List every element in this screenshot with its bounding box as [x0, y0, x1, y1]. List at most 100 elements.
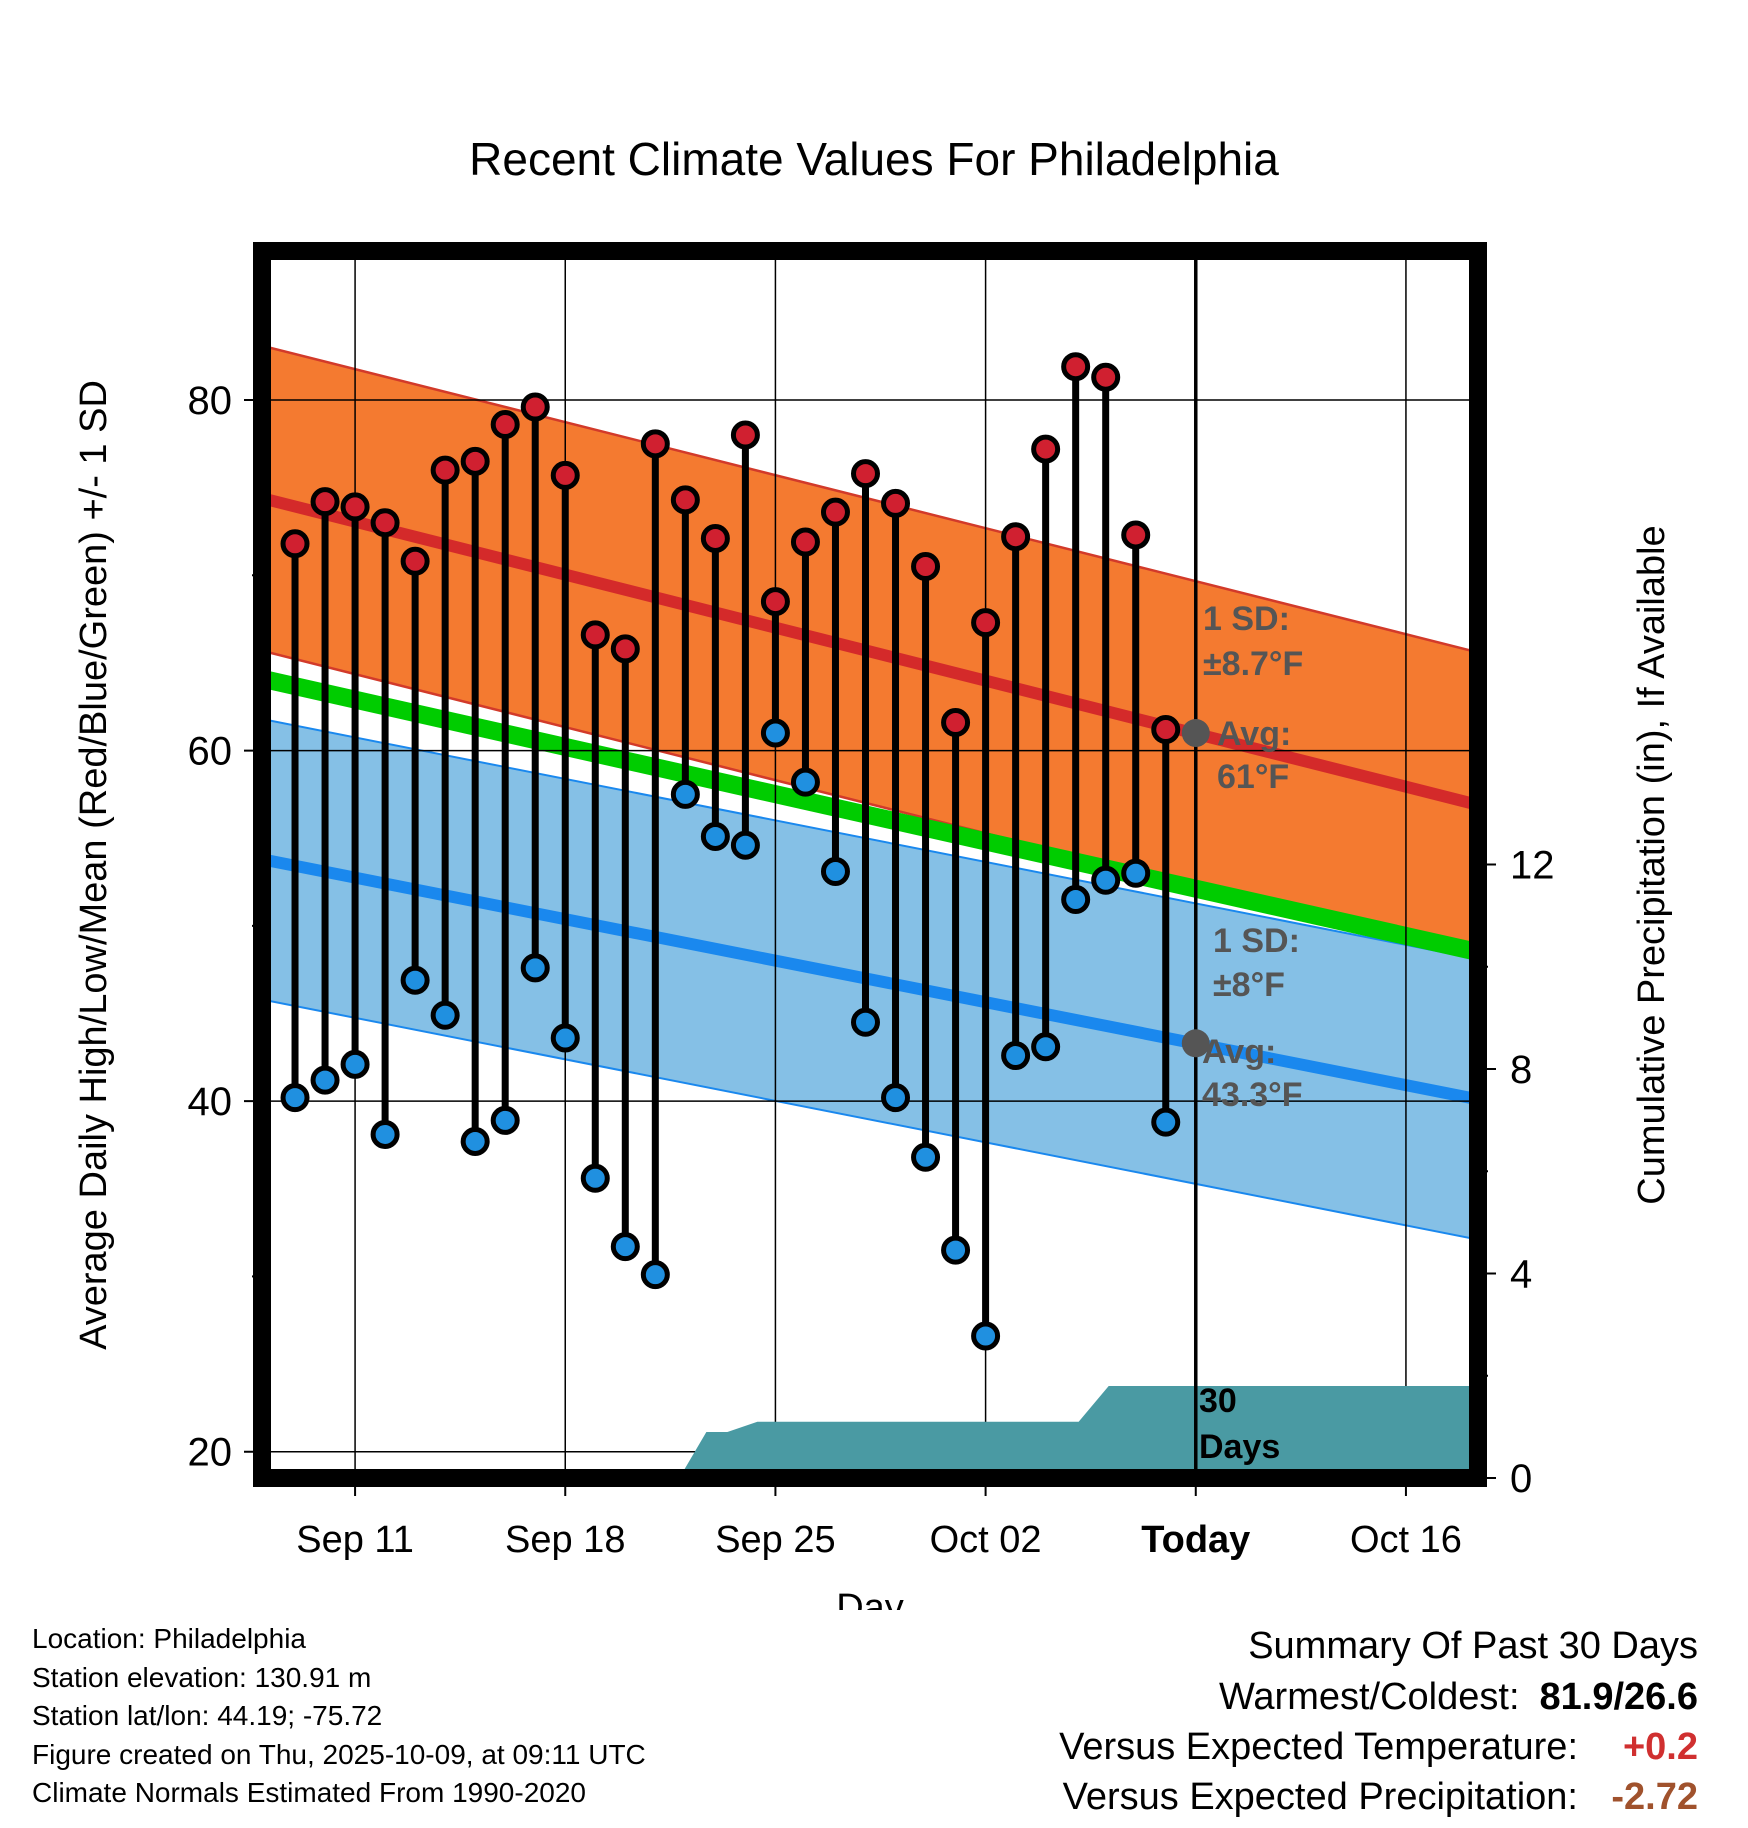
daily-high-point	[430, 455, 460, 485]
daily-high-point	[280, 529, 310, 559]
daily-high-point	[911, 552, 941, 582]
daily-low-point	[280, 1083, 310, 1113]
high-sd-label: 1 SD:	[1203, 600, 1290, 638]
today-high-avg-point	[1181, 719, 1210, 748]
warmest-coldest-row: Warmest/Coldest: 81.9/26.6	[1059, 1672, 1698, 1722]
precip-vs-expected-row: Versus Expected Precipitation: -2.72	[1059, 1772, 1698, 1822]
daily-high-point	[730, 420, 760, 450]
y-tick-label: 40	[188, 1080, 233, 1124]
daily-high-point	[550, 460, 580, 490]
low-avg-label: Avg:	[1202, 1033, 1276, 1071]
daily-low-point	[670, 779, 700, 809]
daily-low-point	[340, 1049, 370, 1079]
y2-tick-label: 0	[1510, 1457, 1532, 1501]
location-text: Location: Philadelphia	[32, 1623, 306, 1654]
daily-low-point	[730, 830, 760, 860]
y-axis-title: Average Daily High/Low/Mean (Red/Blue/Gr…	[73, 380, 115, 1350]
daily-high-point	[820, 497, 850, 527]
plot-area: 1 SD: ±8.7°F Avg: 61°F 1 SD: ±8°F Avg: 43.3°F 30…	[73, 242, 1673, 1610]
daily-low-point	[580, 1163, 610, 1193]
x-tick-label: Oct 02	[930, 1519, 1042, 1561]
daily-high-point	[790, 527, 820, 557]
daily-low-point	[700, 821, 730, 851]
low-avg-value: 43.3°F	[1202, 1076, 1303, 1114]
high-avg-label: Avg:	[1217, 715, 1291, 753]
daily-high-point	[670, 485, 700, 515]
daily-low-point	[820, 857, 850, 887]
daily-high-point	[340, 492, 370, 522]
created-text: Figure created on Thu, 2025-10-09, at 09…	[32, 1738, 646, 1770]
climate-chart: Recent Climate Values For Philadelphia 1…	[73, 133, 1673, 1610]
daily-low-point	[1001, 1041, 1031, 1071]
x-tick-label: Sep 18	[505, 1519, 625, 1561]
daily-low-point	[1121, 858, 1151, 888]
temp-vs-expected-value: +0.2	[1622, 1726, 1698, 1768]
daily-high-point	[580, 620, 610, 650]
daily-low-point	[881, 1083, 911, 1113]
daily-low-point	[370, 1119, 400, 1149]
low-sd-label: 1 SD:	[1213, 922, 1300, 960]
daily-high-point	[310, 487, 340, 517]
daily-low-point	[1091, 865, 1121, 895]
daily-low-point	[790, 767, 820, 797]
chart-title: Recent Climate Values For Philadelphia	[469, 133, 1279, 185]
daily-high-point	[971, 608, 1001, 638]
daily-low-point	[610, 1232, 640, 1262]
latlon-text: Station lat/lon: 44.19; -75.72	[32, 1700, 383, 1731]
daily-high-point	[700, 523, 730, 553]
x-tick-label: Sep 25	[715, 1519, 835, 1561]
y2-axis-title: Cumulative Precipitation (in), If Availa…	[1631, 525, 1673, 1204]
summary-panel: Summary Of Past 30 Days Warmest/Coldest:…	[1059, 1620, 1698, 1822]
mean-normal-line	[262, 669, 1478, 961]
station-info: Location: Philadelphia Station elevation…	[32, 1620, 646, 1813]
daily-low-point	[1151, 1107, 1181, 1137]
daily-low-point	[971, 1321, 1001, 1351]
daily-low-point	[640, 1260, 670, 1290]
daily-low-point	[400, 965, 430, 995]
daily-high-point	[850, 459, 880, 489]
y2-tick-label: 12	[1510, 844, 1555, 888]
precip-vs-expected-value: -2.72	[1611, 1776, 1698, 1818]
temp-vs-expected-row: Versus Expected Temperature: +0.2	[1059, 1722, 1698, 1772]
daily-low-point	[520, 953, 550, 983]
daily-high-point	[610, 634, 640, 664]
y2-tick-label: 8	[1510, 1048, 1532, 1092]
low-sd-value: ±8°F	[1213, 966, 1285, 1004]
high-normal-line	[262, 492, 1478, 811]
daily-high-point	[520, 392, 550, 422]
daily-low-point	[850, 1007, 880, 1037]
warmest-value: 81.9/26.6	[1539, 1676, 1698, 1718]
days-label-2: Days	[1199, 1428, 1280, 1466]
x-tick-label: Oct 16	[1350, 1519, 1462, 1561]
daily-low-point	[460, 1126, 490, 1156]
high-sd-value: ±8.7°F	[1203, 645, 1303, 683]
y-tick-label: 20	[188, 1431, 233, 1475]
warmest-label: Warmest/Coldest:	[1218, 1676, 1520, 1718]
daily-high-point	[881, 488, 911, 518]
x-tick-label: Today	[1141, 1519, 1250, 1561]
today-low-avg-point	[1181, 1029, 1210, 1058]
daily-high-point	[1001, 522, 1031, 552]
daily-high-point	[760, 587, 790, 617]
plot-inner	[262, 251, 1478, 1478]
y-tick-label: 80	[188, 379, 233, 423]
daily-high-point	[490, 410, 520, 440]
daily-high-point	[1091, 362, 1121, 392]
days-label: 30	[1199, 1382, 1237, 1420]
y-tick-label: 60	[188, 730, 233, 774]
precip-vs-expected-label: Versus Expected Precipitation:	[1062, 1776, 1578, 1818]
daily-low-point	[550, 1023, 580, 1053]
daily-high-point	[1061, 352, 1091, 382]
daily-high-point	[640, 429, 670, 459]
daily-high-point	[1121, 520, 1151, 550]
daily-high-point	[1151, 715, 1181, 745]
daily-high-point	[1031, 434, 1061, 464]
daily-high-point	[370, 508, 400, 538]
daily-low-point	[1031, 1032, 1061, 1062]
x-tick-label: Sep 11	[296, 1519, 414, 1561]
daily-high-point	[460, 446, 490, 476]
daily-low-point	[1061, 885, 1091, 915]
daily-high-point	[400, 546, 430, 576]
daily-low-point	[490, 1105, 520, 1135]
daily-low-point	[941, 1235, 971, 1265]
